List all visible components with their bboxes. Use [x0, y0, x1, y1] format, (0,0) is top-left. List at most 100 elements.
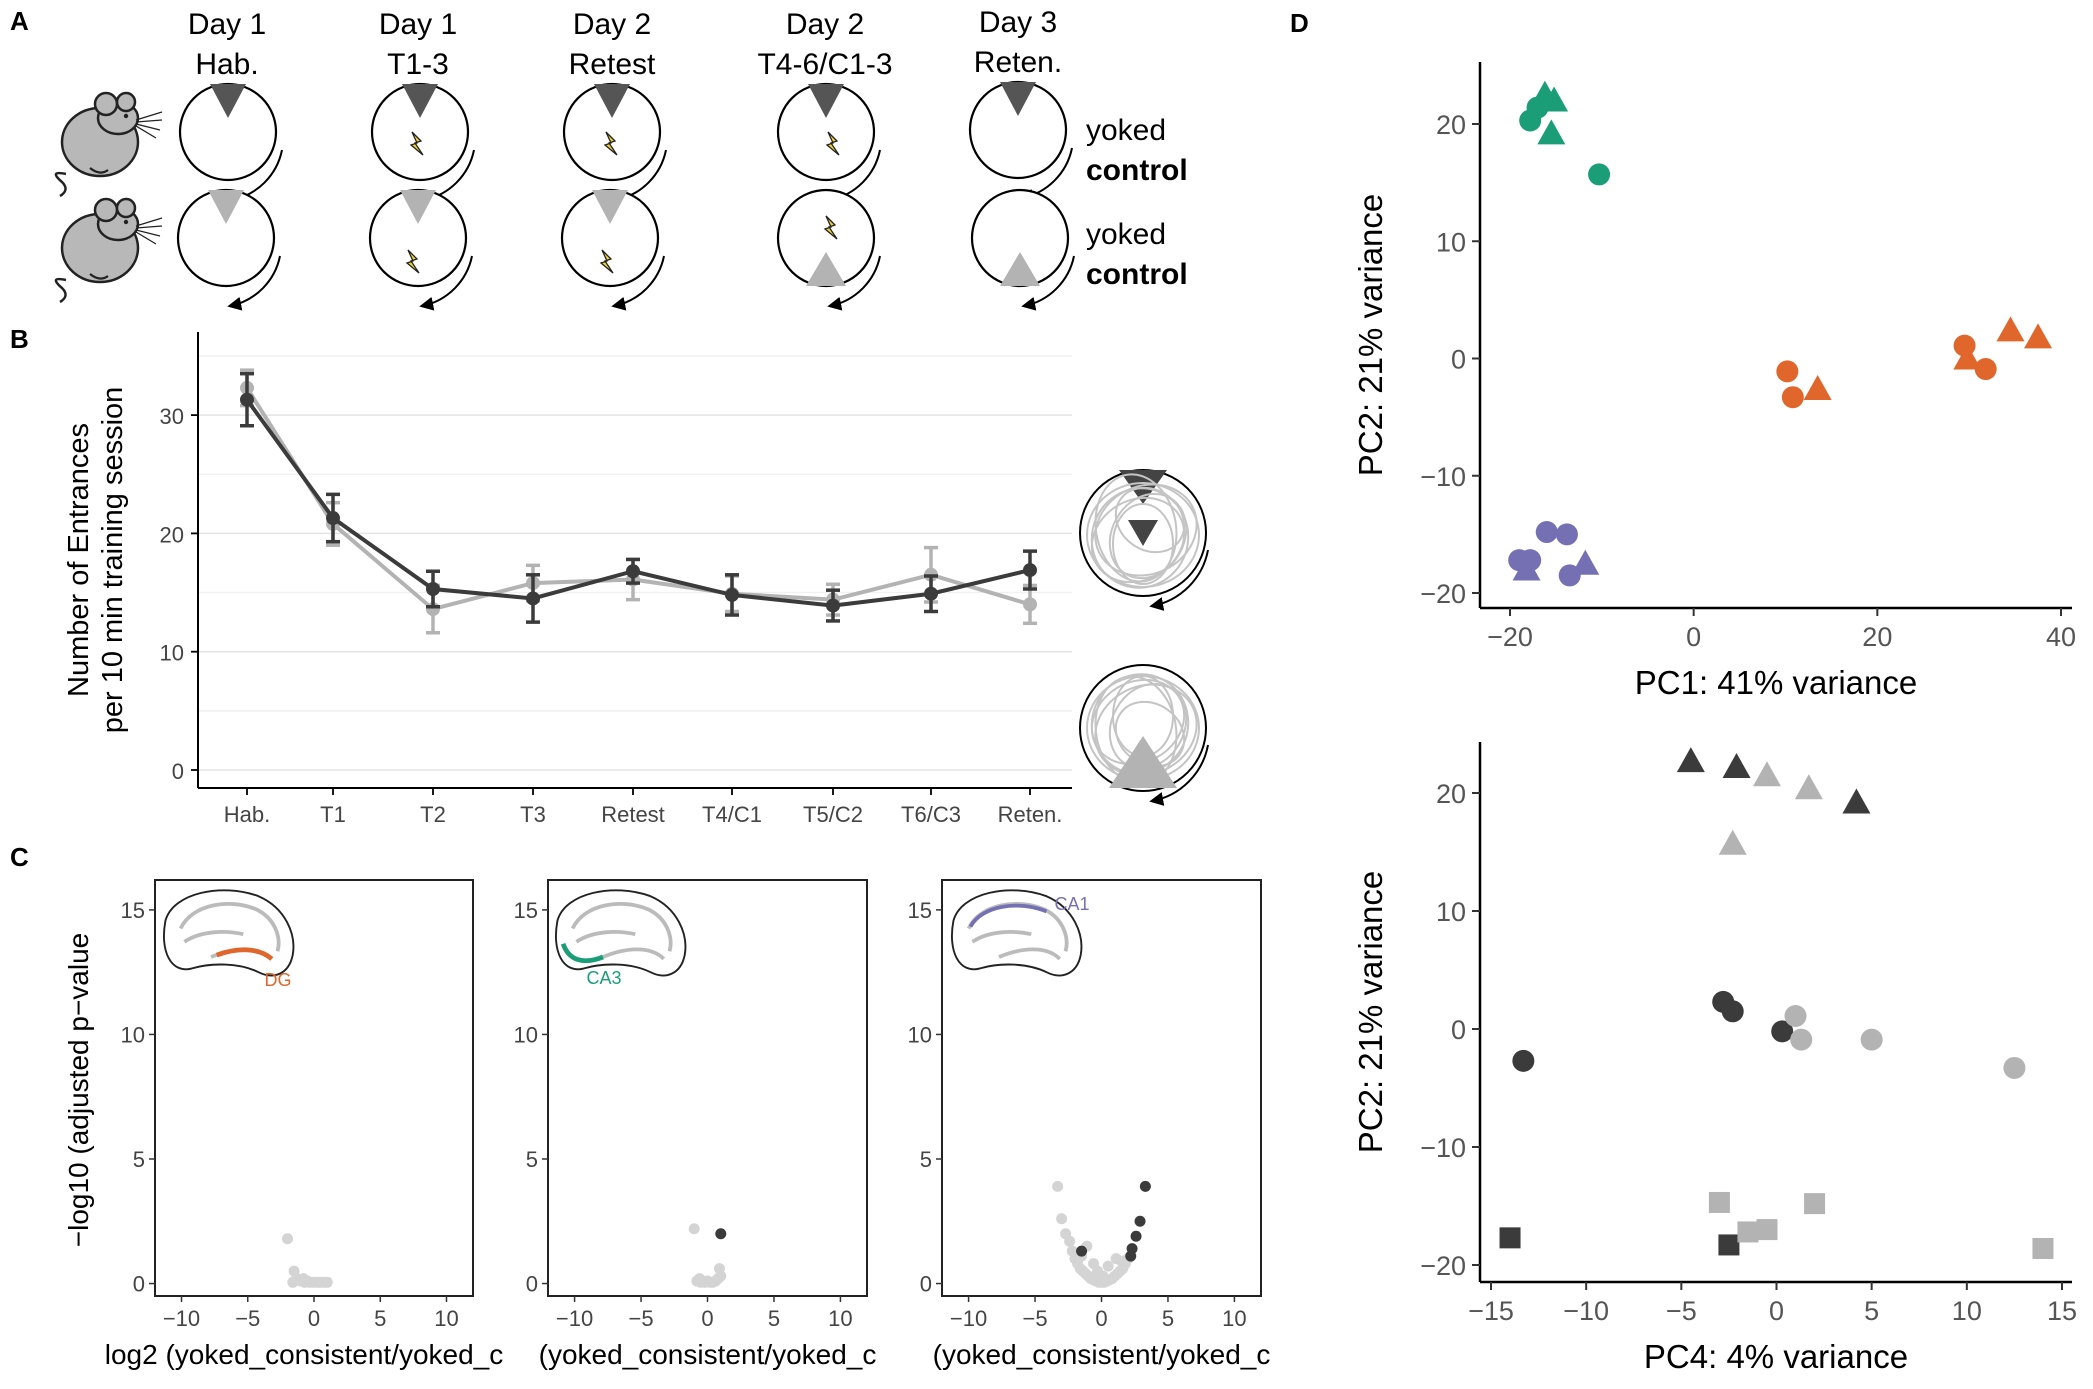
y-tick-label: 20 — [160, 522, 184, 547]
mouse-icon — [54, 91, 164, 198]
header-session-1: Hab. — [195, 48, 258, 81]
series-point — [1023, 597, 1037, 612]
y-axis-label: −log10 (adjusted p−value — [63, 933, 94, 1247]
panel-label-c: C — [10, 842, 29, 872]
x-axis-label: log2 (yoked_consistent/yoked_c — [105, 1339, 503, 1370]
x-tick-label: 0 — [1686, 622, 1701, 652]
header-day-3: Day 2 — [573, 8, 651, 41]
panel-a-schematic: Day 1 Hab. Day 1 T1-3 Day 2 Retest Day 2… — [54, 6, 1188, 311]
x-tick-label: Hab. — [224, 802, 270, 827]
x-tick-label: 0 — [1769, 1296, 1784, 1326]
y-tick-label: 15 — [514, 898, 538, 923]
pca-point-triangle — [1722, 753, 1751, 779]
y-tick-label: 0 — [133, 1272, 145, 1297]
volcano-point — [688, 1223, 700, 1235]
series-point — [426, 582, 440, 597]
y-tick-label: 5 — [526, 1147, 538, 1172]
pca-point-triangle — [1571, 549, 1600, 575]
x-tick-label: 5 — [374, 1306, 386, 1331]
pca-point-circle — [2003, 1056, 2026, 1079]
panel-label-b: B — [10, 324, 29, 354]
pca-point-triangle — [1803, 374, 1832, 400]
y-axis-label: PC2: 21% variance — [1352, 194, 1389, 476]
volcano-point-significant — [1139, 1180, 1151, 1192]
volcano-point — [321, 1276, 333, 1288]
x-tick-label: T6/C3 — [901, 802, 961, 827]
y-tick-label: −20 — [1420, 1251, 1466, 1281]
y-tick-label: 5 — [133, 1147, 145, 1172]
y-tick-label: 0 — [172, 759, 184, 784]
x-axis-label: (yoked_consistent/yoked_c — [539, 1339, 877, 1370]
pca-point-triangle — [1512, 555, 1541, 581]
pca-point-triangle — [1996, 316, 2025, 342]
header-session-2: T1-3 — [387, 48, 449, 81]
volcano-point-significant — [1130, 1230, 1142, 1242]
pca-point-circle — [1790, 1028, 1813, 1051]
volcano-point — [694, 1273, 706, 1285]
header-day-4: Day 2 — [786, 8, 864, 41]
region-highlight — [560, 942, 604, 964]
volcano-point-significant — [715, 1228, 727, 1240]
y-axis-label: Number of Entrances — [63, 423, 95, 697]
volcano-point — [1102, 1260, 1114, 1272]
volcano-point — [1115, 1255, 1127, 1267]
pca-point-circle — [1588, 163, 1611, 186]
pca-point-circle — [1535, 521, 1558, 544]
region-label: DG — [265, 970, 292, 990]
x-axis-label: (yoked_consistent/yoked_c — [933, 1339, 1271, 1370]
x-axis-label: PC4: 4% variance — [1644, 1338, 1908, 1375]
x-tick-label: 10 — [1952, 1296, 1982, 1326]
pca-point-triangle — [2024, 323, 2053, 349]
series-point — [240, 392, 254, 407]
x-tick-label: Retest — [601, 802, 665, 827]
y-tick-label: 10 — [1436, 227, 1466, 257]
x-tick-label: −10 — [556, 1306, 593, 1331]
x-tick-label: 5 — [1162, 1306, 1174, 1331]
pca-point-circle — [1860, 1028, 1883, 1051]
track-arena-bottom — [1079, 664, 1209, 806]
panel-b-tracks — [1079, 469, 1209, 806]
x-tick-label: 10 — [1222, 1306, 1246, 1331]
volcano-point — [713, 1263, 725, 1275]
panel-b-line-chart: 0 10 20 30 Hab. T1 T2 T3 Retest T4/C1 T5/C2 T6/C3 Re… — [63, 332, 1072, 827]
pca-point-triangle — [1794, 774, 1823, 800]
pca-point-square — [1737, 1221, 1759, 1243]
x-tick-label: 10 — [434, 1306, 458, 1331]
x-tick-label: 20 — [1862, 622, 1892, 652]
x-tick-label: −5 — [1022, 1306, 1047, 1331]
track-arena-top — [1079, 469, 1209, 611]
header-session-4: T4-6/C1-3 — [757, 48, 892, 81]
row1-label-suffix: control — [1086, 154, 1188, 187]
volcano-point-significant — [1134, 1215, 1146, 1227]
x-tick-label: T5/C2 — [803, 802, 863, 827]
y-tick-label: −20 — [1420, 579, 1466, 609]
pca-point-circle — [1771, 1020, 1794, 1043]
pca-point-triangle — [1953, 344, 1982, 370]
x-tick-label: −10 — [1563, 1296, 1609, 1326]
region-highlight — [968, 903, 1048, 928]
y-axis-label: per 10 min training session — [97, 387, 129, 734]
arena-row-2: yoked control — [176, 188, 1188, 311]
pca-point-square — [1756, 1219, 1778, 1241]
header-session-3: Retest — [569, 48, 656, 81]
arena-row-1: yoked control — [178, 80, 1188, 205]
panel-d-pca-pc4-pc2: −20 −10 0 10 20 −15 −10 −5 0 5 10 15 PC4: 4% varianc… — [1352, 742, 2077, 1375]
hippocampus-icon — [950, 888, 1084, 978]
arena-t1-row2 — [368, 188, 473, 311]
pca-point-circle — [1781, 386, 1804, 409]
y-tick-label: 10 — [908, 1022, 932, 1047]
pca-point-circle — [1974, 358, 1997, 381]
arena-hab-row1 — [178, 82, 283, 205]
pca-point-triangle — [1676, 747, 1705, 773]
header-day-5: Day 3 — [979, 6, 1057, 39]
arena-hab-row2 — [176, 188, 281, 311]
arena-reten-row1 — [968, 80, 1073, 203]
x-tick-label: −15 — [1468, 1296, 1514, 1326]
arena-t1-row1 — [370, 82, 475, 205]
volcano-point — [1097, 1270, 1109, 1282]
pca-point-circle — [1784, 1005, 1807, 1028]
y-tick-label: 0 — [1451, 1015, 1466, 1045]
volcano-point — [1056, 1213, 1068, 1225]
x-tick-label: −10 — [163, 1306, 200, 1331]
